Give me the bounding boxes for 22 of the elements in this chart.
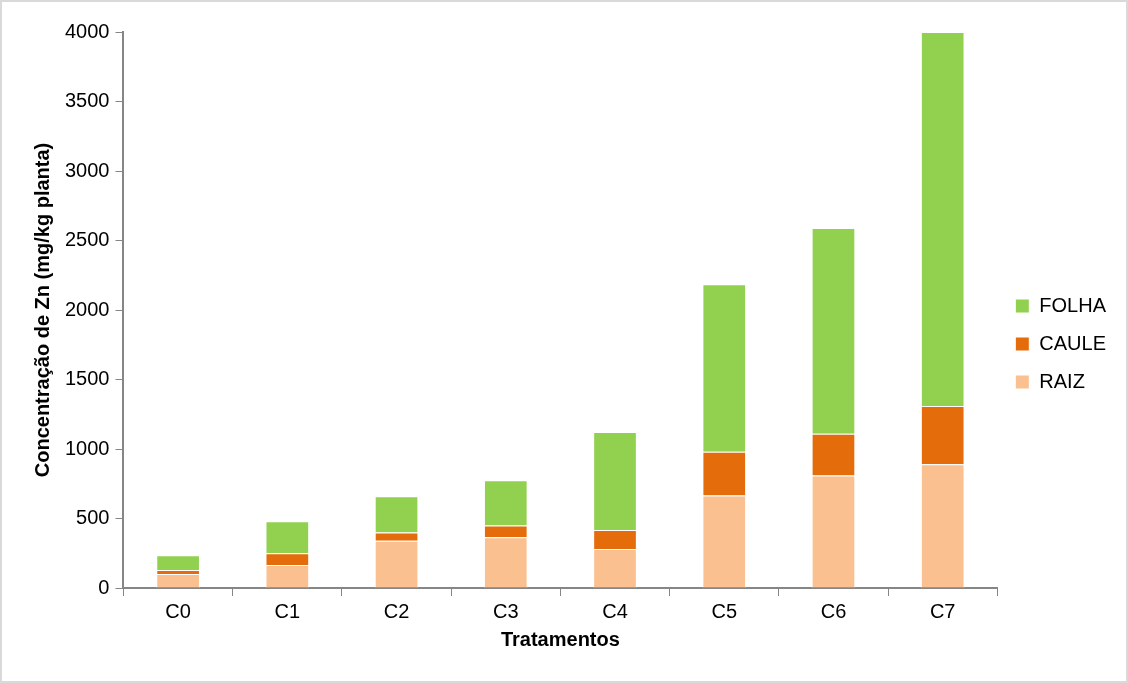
x-tick-label: C5 [711, 599, 738, 622]
x-tick-label: C1 [274, 599, 301, 622]
x-tick-label: C6 [820, 599, 847, 622]
x-tick-label: C0 [165, 599, 191, 622]
y-tick-label: 500 [76, 506, 110, 529]
x-tick-label: C2 [383, 599, 410, 622]
x-tick-label: C3 [493, 599, 519, 622]
y-tick-label: 4000 [64, 19, 110, 42]
y-tick-label: 2000 [64, 297, 110, 320]
legend-label: RAIZ [1039, 369, 1085, 392]
legend-label: FOLHA [1039, 293, 1107, 316]
x-tick-label: C7 [929, 599, 956, 622]
x-tick-label: C4 [602, 599, 628, 622]
y-tick-label: 3500 [64, 89, 110, 112]
legend-label: CAULE [1039, 331, 1107, 354]
y-tick-label: 0 [98, 575, 110, 598]
y-tick-label: 3000 [64, 158, 110, 181]
y-tick-label: 1000 [64, 436, 110, 459]
y-tick-label: 2500 [64, 228, 110, 251]
y-tick-label: 1500 [64, 367, 110, 390]
x-axis-title: Tratamentos [500, 627, 620, 650]
y-axis-title: Concentração de Zn (mg/kg planta) [30, 142, 53, 478]
